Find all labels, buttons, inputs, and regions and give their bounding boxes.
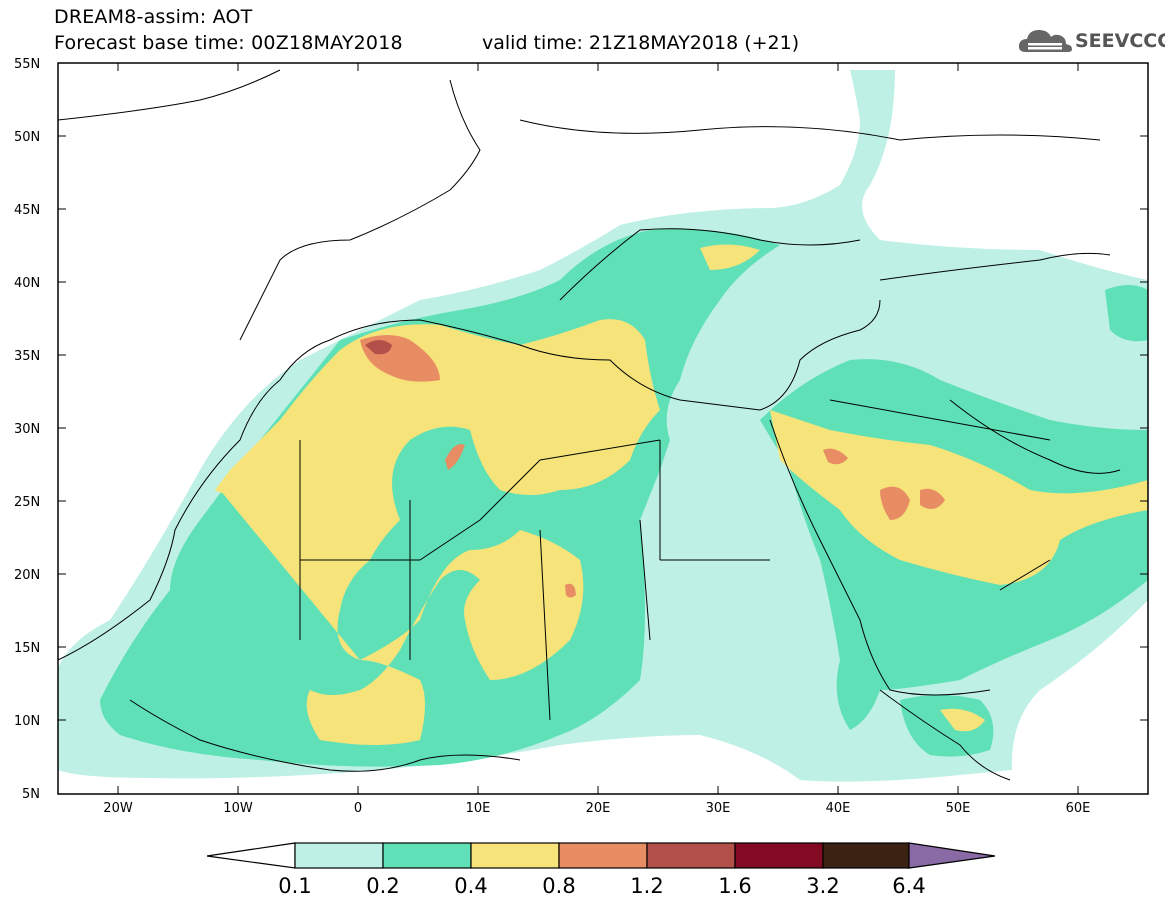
aot-band-0.8: [823, 448, 848, 465]
seevccc-logo: SEEVCCC: [1018, 26, 1165, 56]
forecast-base-time: Forecast base time: 00Z18MAY2018: [54, 32, 403, 54]
lat-label: 45N: [14, 203, 40, 218]
aot-shading: [58, 70, 1148, 782]
aot-band-0.2: [900, 695, 994, 757]
lon-label: 20E: [586, 801, 611, 816]
logo-text: SEEVCCC: [1075, 30, 1165, 52]
lon-label: 60E: [1066, 801, 1091, 816]
colorbar-label: 1.2: [630, 874, 663, 898]
aot-band-0.8: [920, 488, 945, 509]
lat-label: 55N: [14, 57, 40, 72]
colorbar-label: 0.1: [278, 874, 311, 898]
aot-band-0.4: [215, 360, 350, 494]
colorbar-label: 3.2: [806, 874, 839, 898]
colorbar-segment: [822, 842, 910, 869]
colorbar-label: 0.8: [542, 874, 575, 898]
lat-label: 50N: [14, 130, 40, 145]
colorbar-label: 0.4: [454, 874, 487, 898]
valid-time: valid time: 21Z18MAY2018 (+21): [482, 32, 800, 54]
aot-band-0.8: [565, 583, 576, 598]
lat-label: 5N: [22, 787, 40, 802]
lon-label: 20W: [103, 801, 133, 816]
colorbar-label: 0.2: [366, 874, 399, 898]
aot-band-0.4: [940, 708, 985, 732]
coastlines: [58, 69, 1121, 781]
colorbar-low-arrow: [206, 842, 296, 869]
lon-label: 10W: [223, 801, 253, 816]
lat-label: 10N: [14, 714, 40, 729]
map-title: DREAM8-assim: AOT: [54, 6, 253, 28]
lat-label: 25N: [14, 495, 40, 510]
aot-band-0.4: [220, 319, 660, 745]
aot-band-0.8: [445, 444, 465, 470]
lat-axis: 55N 50N 45N 40N 35N 30N 25N 20N 15N 10N …: [14, 57, 1148, 802]
lat-label: 35N: [14, 349, 40, 364]
lat-label: 30N: [14, 422, 40, 437]
lon-axis: 20W 10W 0 10E 20E 30E 40E 50E 60E: [103, 63, 1090, 816]
lat-label: 15N: [14, 641, 40, 656]
lat-label: 40N: [14, 276, 40, 291]
colorbar-segment: [470, 842, 560, 869]
lon-label: 10E: [466, 801, 491, 816]
colorbar-label: 1.6: [718, 874, 751, 898]
lat-label: 20N: [14, 568, 40, 583]
colorbar-segment: [294, 842, 384, 869]
lon-label: 40E: [826, 801, 851, 816]
lon-label: 30E: [706, 801, 731, 816]
colorbar-high-arrow: [908, 842, 996, 869]
colorbar-segment: [734, 842, 824, 869]
colorbar-segment: [558, 842, 648, 869]
aot-band-0.2: [1105, 285, 1148, 342]
cloud-icon: [1018, 30, 1072, 52]
colorbar: 0.1 0.2 0.4 0.8 1.2 1.6 3.2 6.4: [206, 842, 996, 898]
aot-band-0.8: [880, 486, 910, 520]
lon-label: 0: [354, 801, 362, 816]
colorbar-segment: [646, 842, 736, 869]
aot-band-0.4: [700, 244, 760, 270]
colorbar-segment: [382, 842, 472, 869]
aot-band-0.4: [770, 410, 1148, 585]
aot-band-1.2: [365, 340, 392, 355]
lon-label: 50E: [946, 801, 971, 816]
colorbar-label: 6.4: [892, 874, 925, 898]
